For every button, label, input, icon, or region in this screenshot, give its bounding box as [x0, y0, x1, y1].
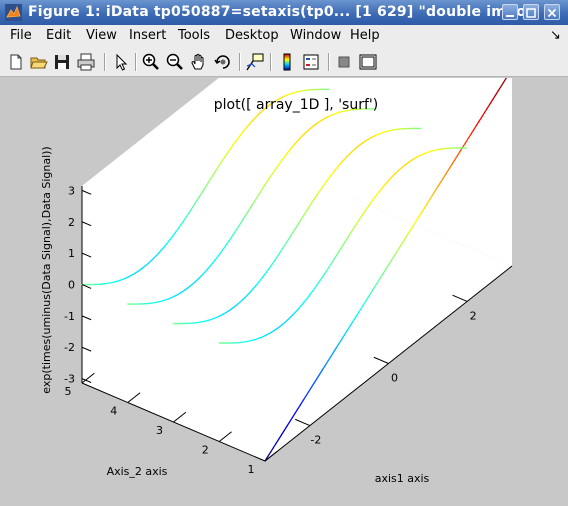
z-tick-label: 3	[68, 184, 75, 197]
toolbar-separator	[104, 53, 106, 71]
save-icon[interactable]	[52, 52, 72, 72]
insert-legend-icon[interactable]	[301, 52, 321, 72]
x-tick-label: 2	[470, 309, 477, 322]
menu-view[interactable]: View	[86, 28, 117, 43]
y-tick-label: 2	[202, 444, 209, 457]
figure-canvas[interactable]: -2 0 2 1 2 3 4 5-3 -2 -1 0 1 2 3 plot([ array_1D ], '…	[2, 78, 566, 502]
title-bar[interactable]: Figure 1: iData tp050887=setaxis(tp0... …	[0, 0, 568, 25]
toolbar-separator	[328, 53, 330, 71]
menu-file[interactable]: File	[10, 28, 32, 43]
menu-help[interactable]: Help	[350, 28, 380, 43]
edit-plot-arrow-icon[interactable]	[111, 52, 131, 72]
z-tick-label: 1	[68, 247, 75, 260]
toolbar-separator	[135, 53, 137, 71]
x-axis-label: axis1 axis	[375, 472, 430, 485]
dock-figure-arrow-icon[interactable]: ↘	[550, 28, 561, 43]
axes-box	[82, 78, 512, 461]
y-tick-label: 3	[156, 424, 163, 437]
menu-tools[interactable]: Tools	[178, 28, 210, 43]
toolbar-separator	[239, 53, 241, 71]
data-cursor-icon[interactable]	[245, 52, 265, 72]
menu-desktop[interactable]: Desktop	[225, 28, 279, 43]
z-tick-label: -3	[64, 373, 75, 386]
menu-edit[interactable]: Edit	[46, 28, 71, 43]
show-plot-tools-icon[interactable]	[358, 52, 378, 72]
menu-insert[interactable]: Insert	[129, 28, 166, 43]
x-tick-label: 0	[391, 372, 398, 385]
open-file-icon[interactable]	[29, 52, 49, 72]
z-tick-label: 2	[68, 216, 75, 229]
matlab-figure-icon	[5, 4, 22, 21]
insert-colorbar-icon[interactable]	[277, 52, 297, 72]
pan-hand-icon[interactable]	[189, 52, 209, 72]
z-tick-label: 0	[68, 279, 75, 292]
new-figure-icon[interactable]	[6, 52, 26, 72]
minimize-button[interactable]	[502, 4, 518, 20]
menu-window[interactable]: Window	[290, 28, 341, 43]
z-tick-label: -2	[64, 341, 75, 354]
y-axis-label: Axis_2 axis	[107, 465, 168, 478]
window-title: Figure 1: iData tp050887=setaxis(tp0... …	[28, 4, 526, 20]
close-icon	[545, 6, 559, 20]
zoom-in-icon[interactable]	[141, 52, 161, 72]
maximize-button[interactable]	[523, 4, 539, 20]
close-button[interactable]	[544, 4, 560, 20]
y-tick-label: 1	[248, 463, 255, 476]
x-tick-label: -2	[310, 434, 321, 447]
minimize-icon	[503, 6, 517, 20]
toolbar-separator	[270, 53, 272, 71]
maximize-icon	[524, 6, 538, 20]
rotate-3d-icon[interactable]	[213, 52, 233, 72]
plot-title: plot([ array_1D ], 'surf')	[214, 97, 378, 113]
z-tick-label: -1	[64, 310, 75, 323]
y-tick-label: 5	[65, 385, 72, 398]
print-icon[interactable]	[76, 52, 96, 72]
z-axis-label: exp(times(uminus(Data Signal),Data Signa…	[40, 146, 53, 393]
surf-line-plot[interactable]: -2 0 2 1 2 3 4 5-3 -2 -1 0 1 2 3 plot([ array_1D ], '…	[2, 78, 566, 502]
figure-toolbar	[0, 47, 568, 77]
y-tick-label: 4	[110, 405, 117, 418]
hide-plot-tools-icon[interactable]	[334, 52, 354, 72]
menu-bar: File Edit View Insert Tools Desktop Wind…	[0, 25, 568, 47]
zoom-out-icon[interactable]	[165, 52, 185, 72]
